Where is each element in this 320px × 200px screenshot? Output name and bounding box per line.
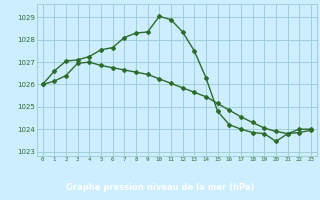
Text: Graphe pression niveau de la mer (hPa): Graphe pression niveau de la mer (hPa)	[66, 182, 254, 192]
